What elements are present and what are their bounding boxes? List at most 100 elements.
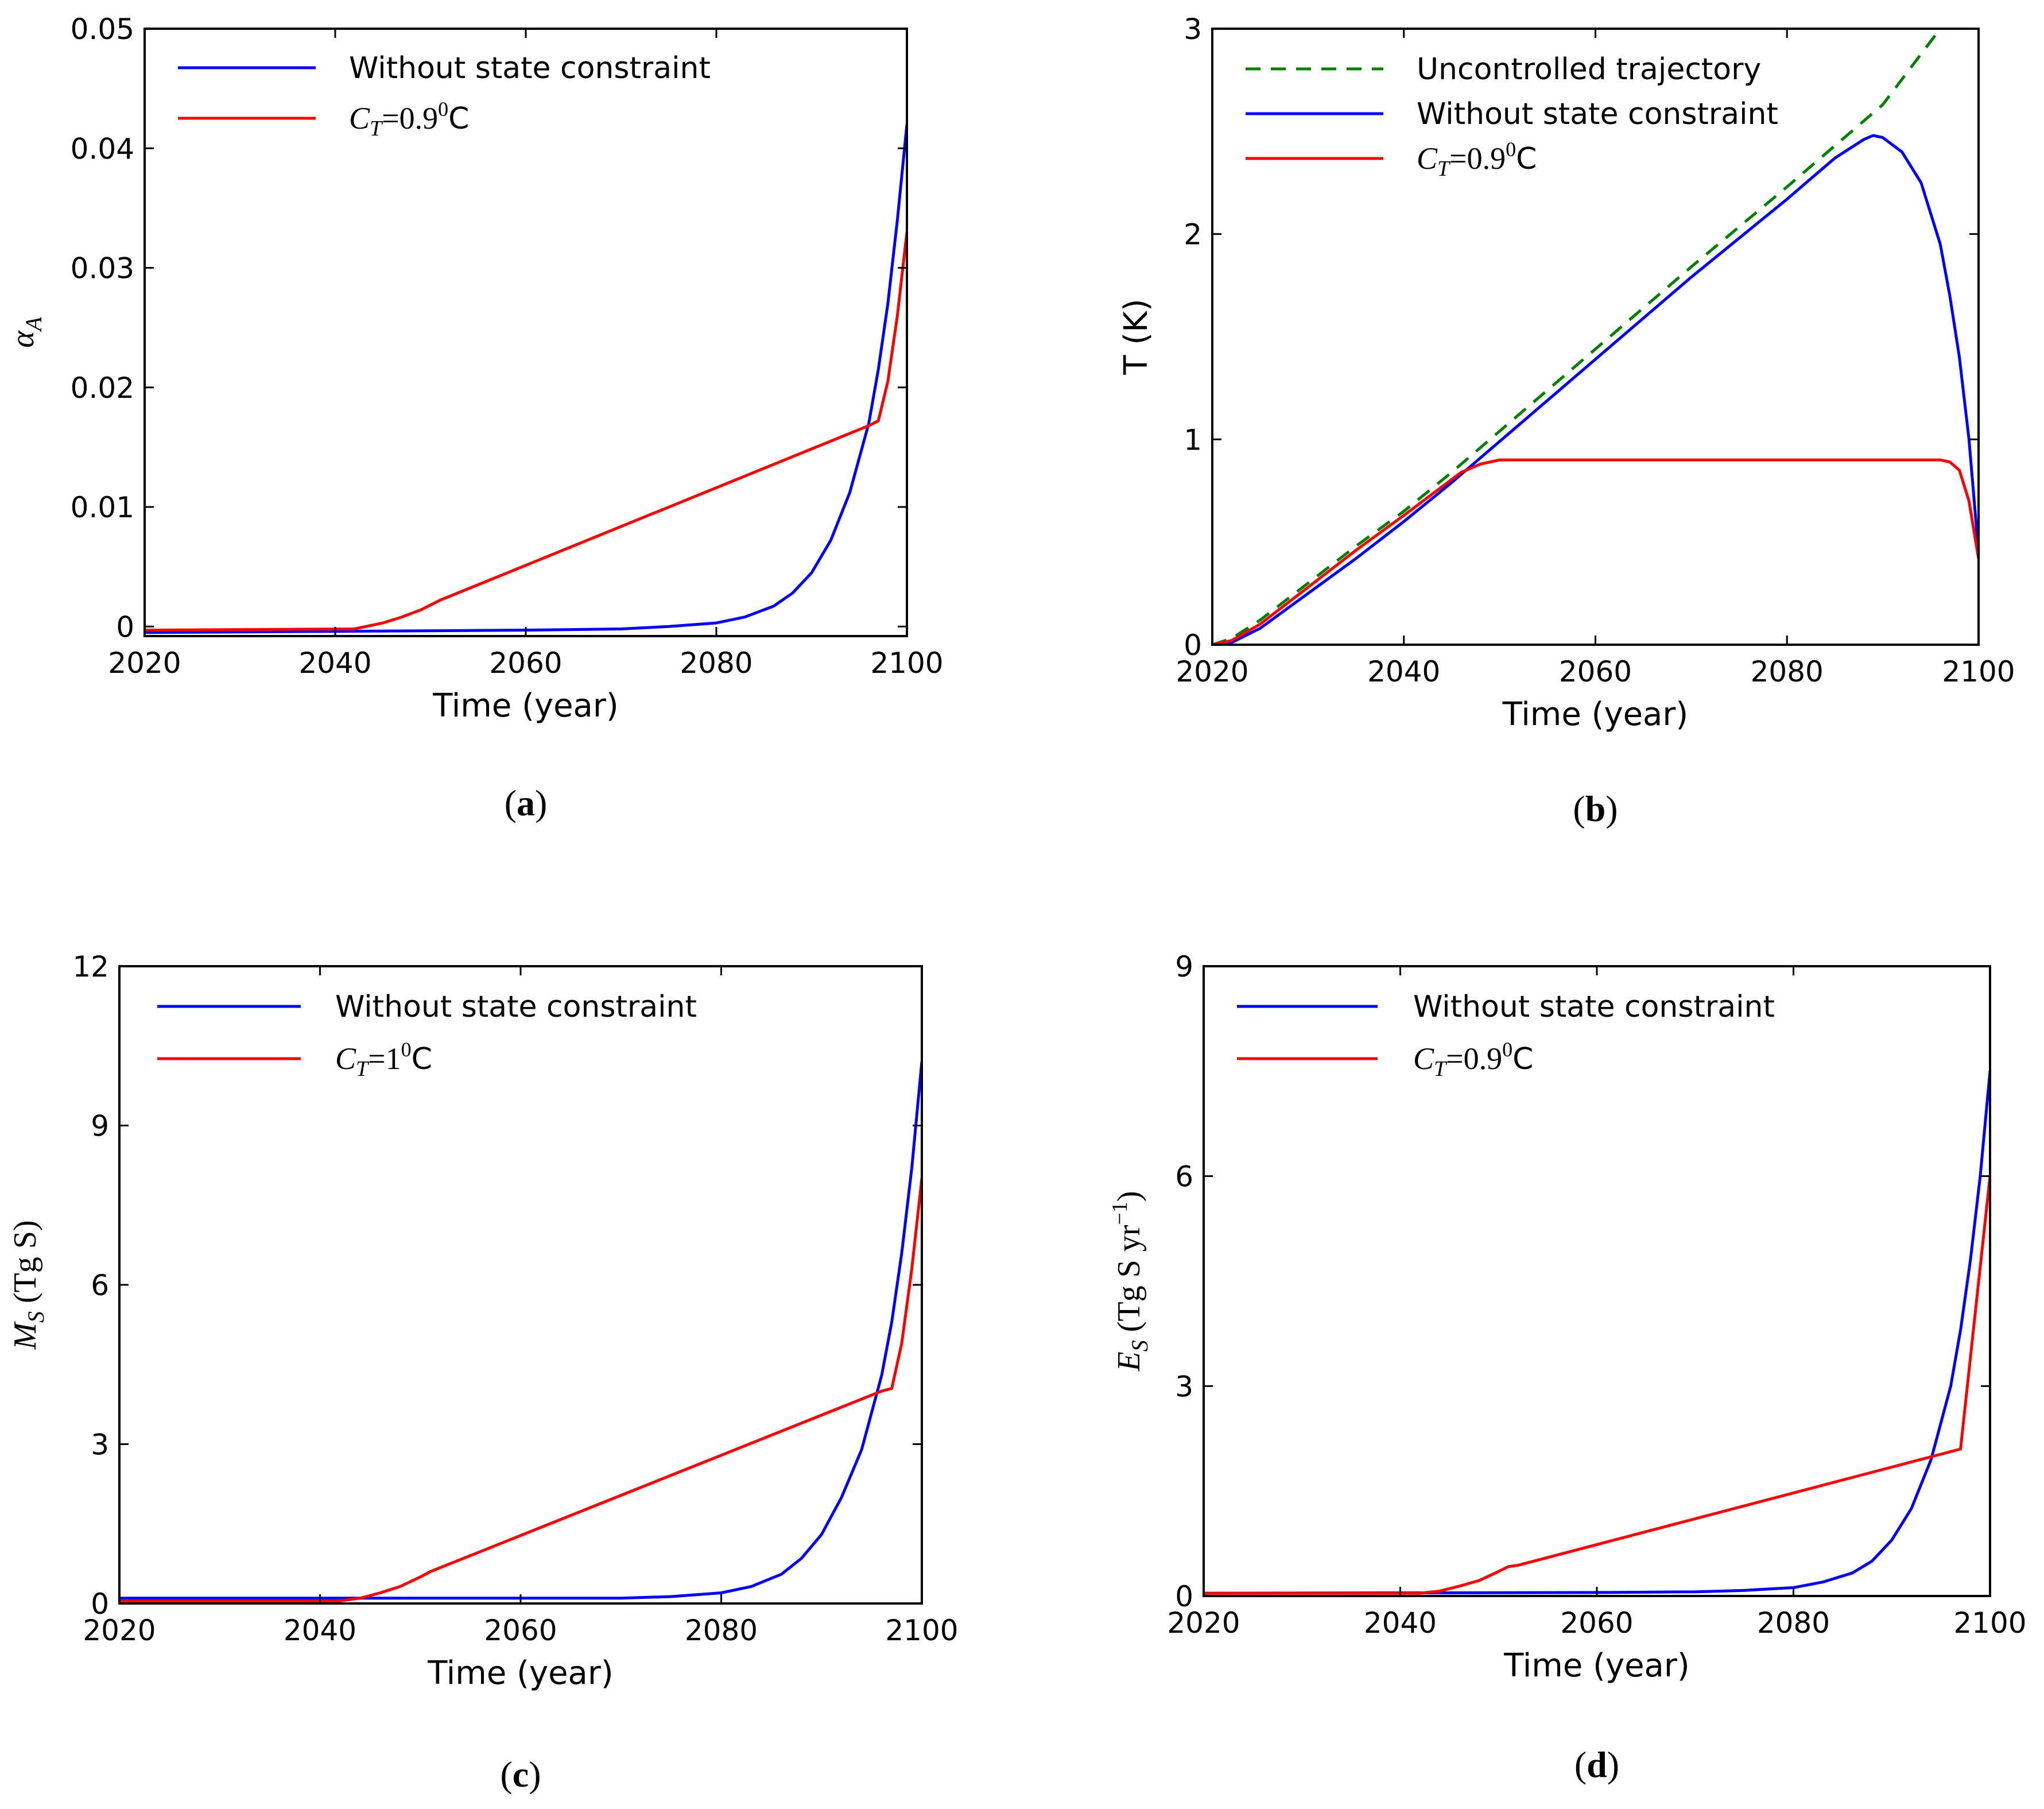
series-line-2 xyxy=(1212,134,1979,645)
legend-label-1: Without state constraint xyxy=(335,990,697,1024)
legend-math-unit: C xyxy=(412,1042,432,1076)
y-tick-label: 12 xyxy=(72,950,109,983)
x-tick-label: 2060 xyxy=(1560,1606,1633,1640)
caption-open-paren: ( xyxy=(505,783,517,823)
plot-frame xyxy=(1203,965,1991,1597)
x-tick-label: 2040 xyxy=(284,1614,356,1647)
x-axis-label: Time (year) xyxy=(1502,696,1688,733)
caption-close-paren: ) xyxy=(1605,788,1618,829)
y-axis-subscript: A xyxy=(21,317,46,333)
x-axis-label: Time (year) xyxy=(432,687,618,725)
plot-series-group xyxy=(1204,1070,1990,1595)
y-axis-symbol: E xyxy=(1111,1351,1147,1372)
x-tick-label: 2060 xyxy=(484,1614,557,1647)
legend-math-value: =1 xyxy=(368,1041,401,1076)
legend-math-superscript: 0 xyxy=(1502,1038,1512,1061)
plot-series-group xyxy=(119,1060,922,1602)
y-tick-label: 0.03 xyxy=(71,252,134,285)
x-tick-label: 2040 xyxy=(1364,1606,1437,1640)
panel-caption: (a) xyxy=(505,783,548,823)
caption-close-paren: ) xyxy=(535,783,547,823)
legend-math-symbol: C xyxy=(1413,1041,1434,1076)
y-axis-symbol: α xyxy=(5,330,41,348)
x-tick-label: 2020 xyxy=(108,646,181,680)
legend-math-unit: C xyxy=(1512,1042,1533,1076)
y-tick-label: 9 xyxy=(1175,950,1193,983)
y-tick-label: 0 xyxy=(91,1587,109,1621)
caption-open-paren: ( xyxy=(1574,1744,1587,1785)
panel-caption: (b) xyxy=(1573,788,1618,829)
legend-label-1: Without state constraint xyxy=(1413,990,1775,1024)
x-tick-label: 2040 xyxy=(1367,655,1440,688)
plot-frame xyxy=(118,965,923,1605)
y-tick-label: 3 xyxy=(1175,1370,1193,1403)
y-tick-label: 6 xyxy=(91,1269,109,1302)
y-axis-subscript: S xyxy=(23,1311,49,1323)
y-axis-unit: (Tg S yr xyxy=(1111,1225,1147,1340)
legend-label-2: CT=0.90C xyxy=(349,98,469,141)
series-line-2 xyxy=(119,1177,922,1602)
legend-label-3: CT=0.90C xyxy=(1417,138,1537,181)
caption-open-paren: ( xyxy=(500,1754,512,1795)
legend-label-2: CT=0.90C xyxy=(1413,1038,1533,1081)
y-tick-label: 9 xyxy=(91,1110,109,1143)
caption-open-paren: ( xyxy=(1573,788,1585,829)
caption-letter: d xyxy=(1587,1744,1607,1785)
y-tick-label: 1 xyxy=(1184,423,1202,456)
x-tick-label: 2100 xyxy=(885,1614,958,1647)
legend-math-value: =0.9 xyxy=(1446,1041,1502,1076)
y-tick-label: 3 xyxy=(91,1428,109,1462)
x-tick-label: 2080 xyxy=(680,646,753,680)
legend-label-1: Without state constraint xyxy=(349,51,711,86)
series-line-2 xyxy=(1204,1175,1990,1595)
y-tick-label: 0 xyxy=(1184,629,1202,662)
panel-caption: (d) xyxy=(1574,1744,1619,1785)
legend-label-2: Without state constraint xyxy=(1417,97,1778,131)
x-tick-label: 2080 xyxy=(1751,655,1824,688)
plot-frame xyxy=(143,28,908,637)
caption-letter: c xyxy=(513,1754,529,1795)
legend-math-symbol: C xyxy=(349,101,370,135)
y-tick-label: 0 xyxy=(116,610,134,644)
x-tick-label: 2080 xyxy=(685,1614,758,1647)
y-axis-unit: (Tg S) xyxy=(7,1220,43,1311)
x-tick-label: 2100 xyxy=(1953,1606,2026,1640)
x-tick-label: 2020 xyxy=(1176,655,1248,688)
y-axis-label: ES (Tg S yr−1) xyxy=(1108,1191,1153,1372)
x-tick-label: 2080 xyxy=(1757,1606,1830,1640)
panel-b: 2020 2040 2060 2080 2100 0 1 2 3 Time (year) T (K)… xyxy=(1118,13,2015,829)
caption-letter: b xyxy=(1585,788,1606,829)
x-tick-label: 2040 xyxy=(298,646,371,680)
x-tick-label: 2060 xyxy=(1559,655,1632,688)
y-axis-symbol: M xyxy=(7,1321,43,1350)
y-axis-label: T (K) xyxy=(1118,299,1155,375)
x-tick-label: 2020 xyxy=(1167,1606,1240,1640)
legend-label-1: Uncontrolled trajectory xyxy=(1417,52,1761,87)
legend-math-superscript: 0 xyxy=(1506,138,1516,161)
panel-c: 2020 2040 2060 2080 2100 0 3 6 9 12 Time (year) MS … xyxy=(7,950,959,1795)
legend-math-symbol: C xyxy=(335,1041,356,1076)
legend-math-subscript: T xyxy=(1437,157,1451,181)
legend-math-value: =0.9 xyxy=(1449,141,1506,176)
caption-letter: a xyxy=(517,783,535,823)
x-tick-label: 2060 xyxy=(489,646,562,680)
plot-series-group xyxy=(1212,29,1979,645)
legend-math-superscript: 0 xyxy=(438,98,448,121)
series-line-1 xyxy=(119,1060,922,1600)
legend-math-value: =0.9 xyxy=(382,101,438,135)
legend-label-2: CT=10C xyxy=(335,1038,432,1081)
legend-math-superscript: 0 xyxy=(401,1038,412,1061)
plot-series-group xyxy=(145,123,907,634)
x-tick-label: 2100 xyxy=(1942,655,2015,688)
y-tick-label: 0 xyxy=(1175,1580,1193,1613)
caption-close-paren: ) xyxy=(529,1754,541,1795)
legend-math-unit: C xyxy=(1516,142,1537,176)
panel-a: 2020 2040 2060 2080 2100 0 0.01 0.02 0.03 0.04 0.0… xyxy=(5,13,944,823)
y-axis-label: MS (Tg S) xyxy=(7,1220,49,1350)
legend-math-subscript: T xyxy=(370,117,383,141)
series-line-1 xyxy=(1204,1070,1990,1595)
y-axis-subscript: S xyxy=(1127,1340,1153,1351)
x-tick-label: 2100 xyxy=(870,646,943,680)
